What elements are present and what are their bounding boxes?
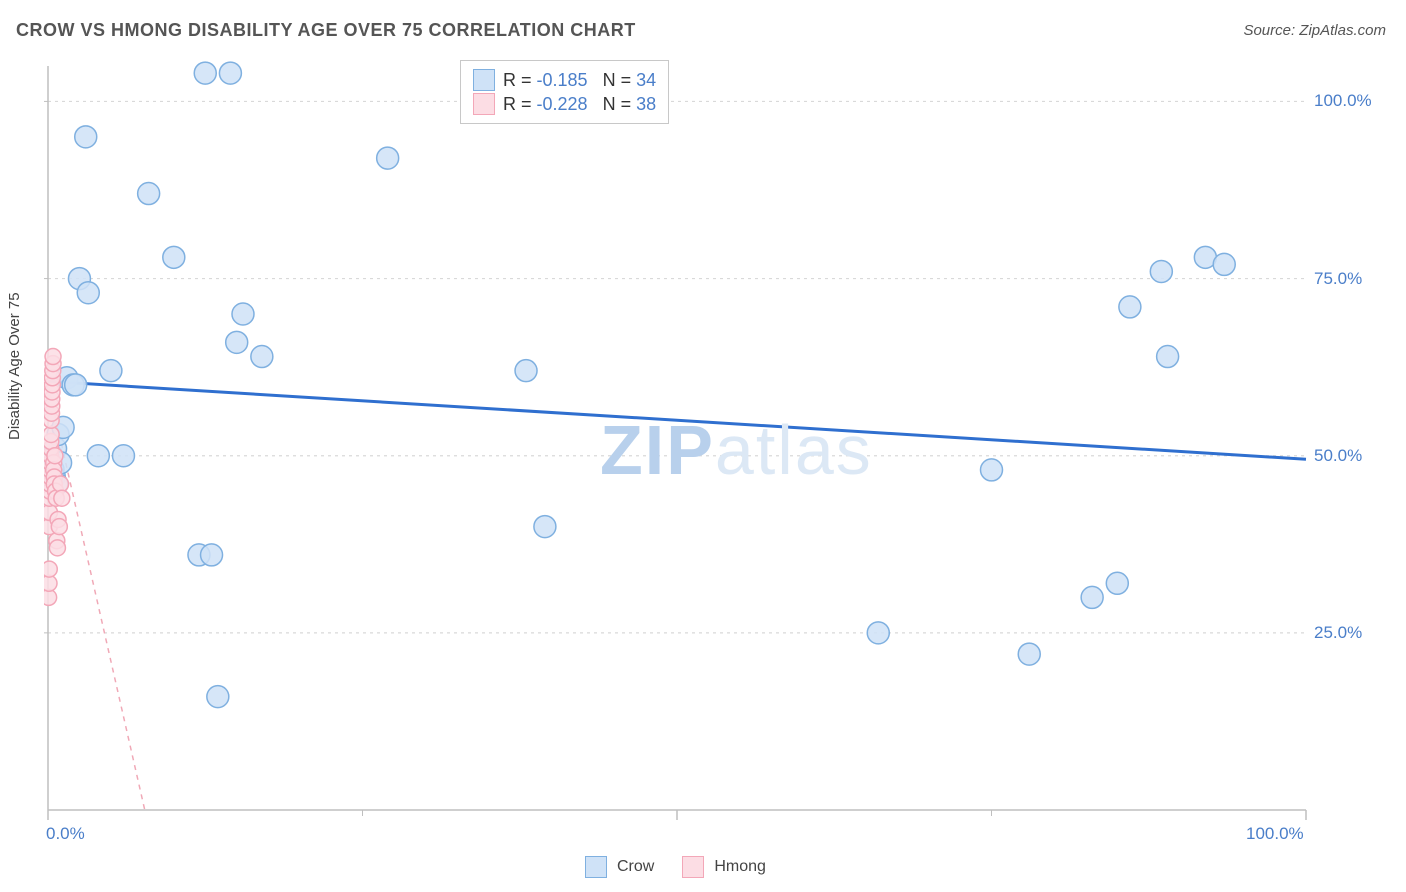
stats-legend-row: R = -0.185 N = 34 [473, 69, 656, 91]
x-tick-label: 100.0% [1246, 824, 1304, 844]
legend-swatch [682, 856, 704, 878]
source-label: Source: ZipAtlas.com [1243, 22, 1386, 39]
series-legend: Crow Hmong [585, 856, 784, 878]
scatter-plot [44, 56, 1384, 846]
stats-legend-text: R = -0.185 N = 34 [503, 70, 656, 91]
legend-swatch [473, 93, 495, 115]
y-tick-label: 25.0% [1314, 623, 1362, 643]
stats-legend-row: R = -0.228 N = 38 [473, 93, 656, 115]
y-tick-label: 100.0% [1314, 91, 1372, 111]
y-tick-label: 50.0% [1314, 446, 1362, 466]
stats-legend-text: R = -0.228 N = 38 [503, 94, 656, 115]
chart-container: CROW VS HMONG DISABILITY AGE OVER 75 COR… [0, 0, 1406, 892]
y-axis-label: Disability Age Over 75 [6, 292, 23, 440]
y-tick-label: 75.0% [1314, 269, 1362, 289]
chart-title: CROW VS HMONG DISABILITY AGE OVER 75 COR… [16, 20, 636, 41]
x-tick-label: 0.0% [46, 824, 85, 844]
stats-legend: R = -0.185 N = 34 R = -0.228 N = 38 [460, 60, 669, 124]
legend-label: Hmong [714, 858, 766, 876]
legend-label: Crow [617, 858, 654, 876]
legend-swatch [473, 69, 495, 91]
legend-swatch [585, 856, 607, 878]
